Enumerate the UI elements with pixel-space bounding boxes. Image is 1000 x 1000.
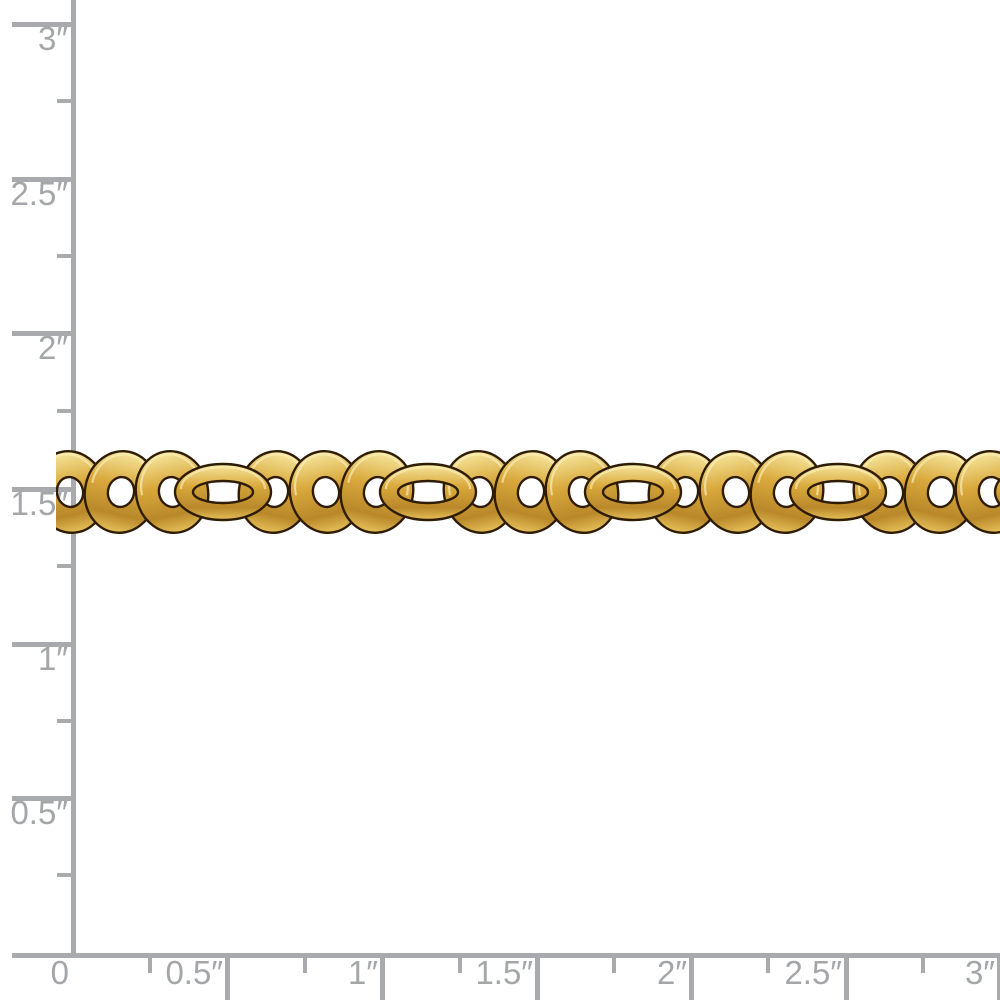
ruler-label: 2″	[37, 329, 68, 366]
ruler-minor-tick	[57, 409, 73, 413]
ruler-major-tick	[12, 796, 73, 801]
ruler-minor-tick	[766, 953, 770, 973]
ruler-minor-tick	[303, 953, 307, 973]
ruler-major-tick	[535, 953, 540, 1000]
ruler-major-tick	[12, 642, 73, 647]
ruler-minor-tick	[148, 953, 152, 973]
ruler-minor-tick	[57, 564, 73, 568]
long-link	[378, 462, 478, 522]
long-link	[993, 477, 1000, 507]
horizontal-ruler-axis-line	[12, 953, 1000, 958]
long-link	[583, 462, 683, 522]
ruler-label: 3″	[37, 20, 68, 57]
ruler-major-tick	[12, 331, 73, 336]
ruler-label: 2″	[656, 954, 687, 991]
ruler-major-tick	[844, 953, 849, 1000]
ruler-major-tick	[12, 22, 73, 27]
ruler-major-tick	[689, 953, 694, 1000]
ruler-minor-tick	[57, 873, 73, 877]
ruler-label: 2.5″	[784, 954, 842, 991]
ruler-major-tick	[12, 177, 73, 182]
ruler-major-tick	[380, 953, 385, 1000]
ruler-label: 1.5″	[475, 954, 533, 991]
ruler-label: 0.5″	[165, 954, 223, 991]
ruler-minor-tick	[57, 254, 73, 258]
ruler-major-tick	[12, 487, 73, 492]
long-link	[788, 462, 888, 522]
ruler-minor-tick	[612, 953, 616, 973]
ruler-major-tick	[225, 953, 230, 1000]
chain-links	[56, 450, 1000, 534]
ruler-label: 1″	[37, 640, 68, 677]
long-link	[173, 462, 273, 522]
curb-link	[954, 450, 1000, 534]
ruler-minor-tick	[458, 953, 462, 973]
ruler-minor-tick	[57, 719, 73, 723]
ruler-major-tick	[997, 953, 1000, 1000]
ruler-minor-tick	[57, 99, 73, 103]
ruler-label: 3″	[964, 954, 995, 991]
ruler-label: 0	[50, 954, 69, 991]
ruler-label: 2.5″	[10, 175, 68, 212]
ruler-minor-tick	[921, 953, 925, 973]
ruler-label: 0.5″	[10, 794, 68, 831]
ruler-label: 1″	[347, 954, 378, 991]
